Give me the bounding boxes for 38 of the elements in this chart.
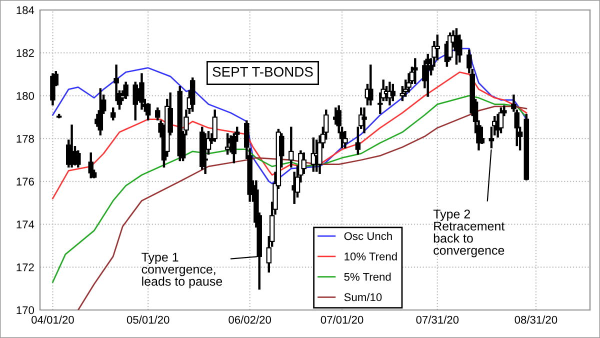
y-tick-label: 170 — [16, 306, 34, 314]
legend-label: 10% Trend — [344, 252, 397, 260]
candlestick — [368, 64, 374, 106]
x-tick-label: 08/31/20 — [514, 316, 558, 324]
candlestick — [50, 73, 56, 106]
candlestick — [425, 54, 430, 97]
y-tick-label: 184 — [16, 6, 34, 14]
legend-label: 5% Trend — [344, 272, 391, 281]
y-tick-label: 172 — [16, 263, 34, 272]
candlestick — [224, 133, 230, 155]
annotation: Type 1 convergence, leads to pause — [142, 252, 222, 288]
candlestick — [412, 58, 418, 84]
x-tick-label: 07/01/20 — [320, 316, 364, 324]
candlestick — [98, 88, 104, 136]
y-tick-label: 174 — [16, 220, 34, 228]
y-tick-label: 182 — [16, 49, 34, 57]
y-tick-label: 178 — [16, 134, 34, 143]
x-tick-label: 04/01/20 — [32, 316, 74, 324]
candlestick — [155, 107, 160, 120]
candlestick — [190, 77, 196, 112]
legend-label: Osc Unch — [344, 232, 392, 240]
x-tick-label: 07/31/20 — [416, 316, 459, 324]
candlestick — [145, 103, 151, 120]
x-tick-label: 05/01/20 — [126, 316, 170, 324]
text: SEPT T-BONDS — [212, 66, 313, 77]
candlestick — [88, 152, 94, 178]
annotation: Type 2 Retracement back to convergence — [433, 210, 505, 258]
y-tick-label: 176 — [16, 178, 34, 186]
candlestick — [56, 114, 62, 118]
legend-label: Sum/10 — [344, 292, 382, 302]
candlestick — [362, 107, 367, 134]
candlestick — [498, 107, 504, 134]
candlestick — [212, 110, 218, 142]
candlestick — [110, 107, 116, 120]
candlestick — [288, 126, 294, 168]
x-tick-label: 06/02/20 — [228, 316, 272, 324]
y-tick-label: 180 — [16, 92, 34, 100]
candlestick — [390, 84, 396, 102]
